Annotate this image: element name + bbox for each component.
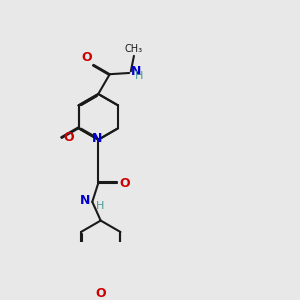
Text: N: N [80,194,90,207]
Text: N: N [131,65,141,78]
Text: O: O [119,177,130,190]
Text: O: O [81,51,92,64]
Text: CH₃: CH₃ [125,44,143,54]
Text: H: H [96,201,104,211]
Text: O: O [64,131,74,145]
Text: O: O [95,287,106,300]
Text: N: N [92,132,102,145]
Text: H: H [135,71,143,81]
